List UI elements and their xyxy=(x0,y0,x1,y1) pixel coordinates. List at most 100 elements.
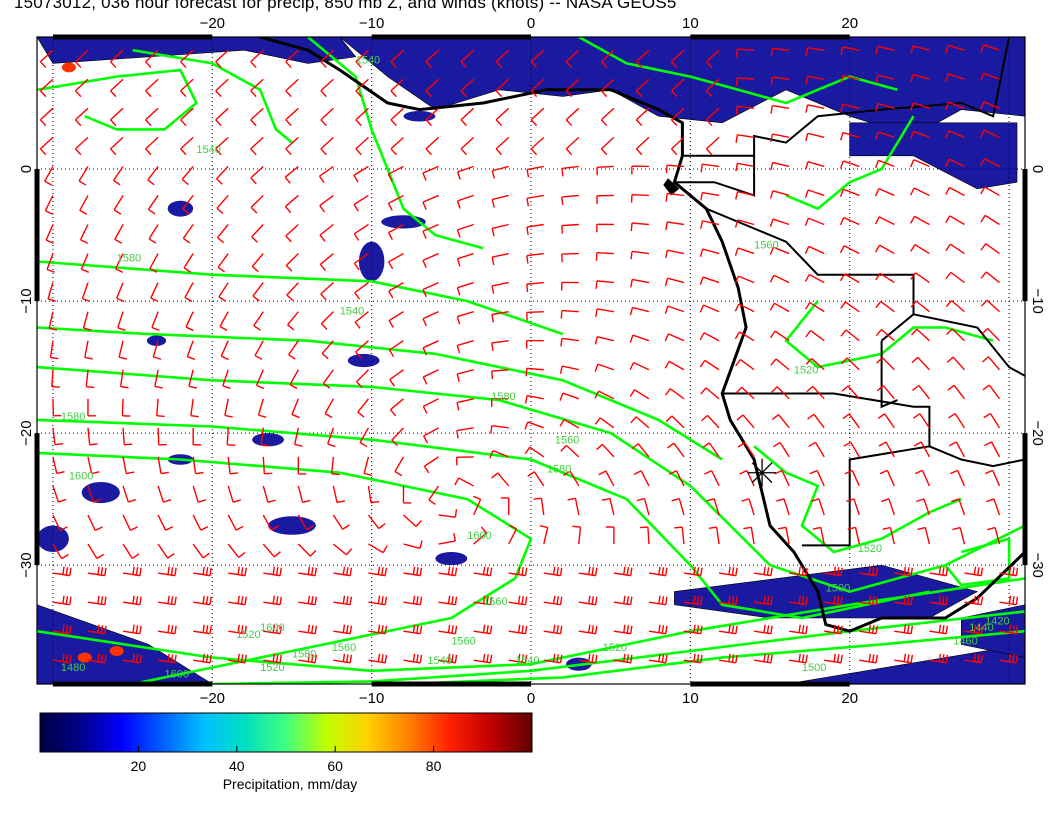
barb-shaft xyxy=(52,485,60,503)
barb-flag xyxy=(180,61,187,69)
barb-flag xyxy=(699,332,705,341)
wind-barb xyxy=(454,477,474,487)
barb-flag xyxy=(324,413,333,419)
wind-barb xyxy=(112,166,124,186)
wind-barb xyxy=(456,398,474,411)
wind-barb xyxy=(287,311,299,331)
barb-shaft xyxy=(702,248,720,255)
barb-shaft xyxy=(878,216,895,226)
barb-flag xyxy=(664,361,670,369)
wind-barb xyxy=(438,509,458,518)
barb-flag xyxy=(1015,596,1019,605)
wind-barb xyxy=(192,543,210,559)
wind-barb xyxy=(423,456,439,474)
barb-flag xyxy=(240,654,244,663)
barb-shaft xyxy=(877,74,895,80)
barb-shaft xyxy=(81,282,89,299)
barb-shaft xyxy=(667,305,685,313)
barb-flag xyxy=(665,193,668,202)
barb-shaft xyxy=(950,271,965,284)
wind-barb xyxy=(629,306,650,316)
barb-flag xyxy=(565,90,573,98)
barb-flag xyxy=(524,625,528,634)
barb-flag xyxy=(833,624,836,633)
barb-flag xyxy=(798,595,801,604)
wind-barb xyxy=(262,485,276,503)
barb-flag xyxy=(530,148,538,156)
barb-shaft xyxy=(457,165,474,173)
barb-shaft xyxy=(190,398,194,416)
lon-tick-label-bottom: −10 xyxy=(359,690,384,707)
barb-flag xyxy=(170,654,174,663)
wind-barb xyxy=(319,223,334,242)
barb-flag xyxy=(704,469,712,475)
barb-flag xyxy=(600,90,608,98)
wind-barb xyxy=(804,245,825,255)
barb-flag xyxy=(167,653,170,662)
barb-shaft xyxy=(215,78,229,92)
barb-flag xyxy=(310,654,314,663)
wind-barb xyxy=(284,194,299,214)
barb-flag xyxy=(524,654,528,663)
wind-barb xyxy=(769,190,790,199)
barb-flag xyxy=(279,625,282,634)
barb-flag xyxy=(526,255,529,264)
barb-flag xyxy=(100,567,104,576)
barb-flag xyxy=(629,567,633,576)
barb-shaft xyxy=(853,498,860,516)
barb-shaft xyxy=(74,107,89,121)
barb-flag xyxy=(763,566,766,575)
barb-shaft xyxy=(145,78,159,92)
wind-barb xyxy=(701,414,720,429)
wind-barb xyxy=(456,340,474,354)
barb-flag xyxy=(942,654,945,663)
barb-shaft xyxy=(286,282,299,296)
barb-shaft xyxy=(332,485,338,503)
wind-barb xyxy=(227,543,246,559)
barb-flag xyxy=(987,526,996,531)
wind-barb xyxy=(330,456,340,476)
wind-barb xyxy=(87,427,98,446)
wind-barb xyxy=(530,49,545,69)
wind-barb xyxy=(945,44,965,54)
barb-flag xyxy=(635,119,643,127)
wind-barb xyxy=(390,49,404,69)
barb-shaft xyxy=(914,244,930,255)
barb-shaft xyxy=(389,369,404,381)
wind-barb xyxy=(734,303,755,313)
barb-flag xyxy=(279,654,282,663)
barb-flag xyxy=(454,654,458,663)
barb-flag xyxy=(700,387,707,395)
barb-flag xyxy=(917,526,926,531)
barb-flag xyxy=(145,90,152,98)
barb-shaft xyxy=(778,414,790,429)
barb-shaft xyxy=(422,311,439,320)
barb-flag xyxy=(945,158,950,167)
barb-flag xyxy=(336,500,346,504)
barb-shaft xyxy=(368,543,384,554)
barb-shaft xyxy=(390,49,404,63)
figure-title: 15073012, 036 hour forecast for precip, … xyxy=(14,0,677,12)
barb-flag xyxy=(167,624,170,633)
barb-flag xyxy=(769,302,775,311)
barb-flag xyxy=(170,567,174,576)
barb-shaft xyxy=(457,369,474,375)
barb-shaft xyxy=(157,543,169,559)
wind-barb xyxy=(456,252,474,267)
wind-barb xyxy=(840,131,860,141)
contour-label: 1540 xyxy=(196,144,220,156)
barb-shaft xyxy=(297,543,311,557)
wind-barb xyxy=(52,514,68,532)
barb-flag xyxy=(731,596,735,605)
barb-flag xyxy=(416,596,419,605)
barb-shaft xyxy=(703,332,720,342)
barb-flag xyxy=(702,442,710,448)
barb-flag xyxy=(623,566,626,575)
barb-shaft xyxy=(951,300,965,313)
wind-barb xyxy=(572,525,582,545)
barb-flag xyxy=(425,90,432,98)
barb-shaft xyxy=(565,78,580,92)
barb-flag xyxy=(74,119,82,127)
wind-barb xyxy=(700,387,720,400)
barb-flag xyxy=(491,199,495,208)
